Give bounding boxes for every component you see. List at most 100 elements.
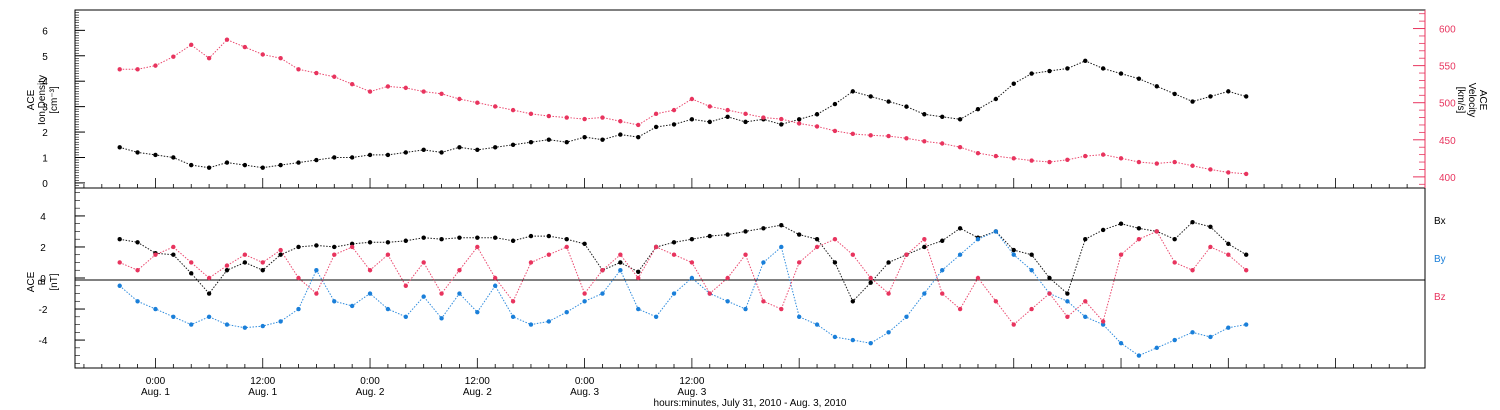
top-left-point xyxy=(1136,76,1142,81)
bottom-bz-point xyxy=(314,291,319,296)
top-right-point xyxy=(1243,171,1249,177)
bottom-bx-point xyxy=(349,241,355,247)
bottom-bx-point xyxy=(421,235,426,240)
top-right-point xyxy=(528,111,534,117)
top-left-point xyxy=(689,117,695,122)
bottom-by-point xyxy=(171,314,176,319)
bottom-by-point xyxy=(1172,337,1177,343)
bottom-bx-point xyxy=(546,233,552,239)
bottom-left-ylabel-line3: [nT] xyxy=(49,273,60,290)
bottom-left-tick-label: 0 xyxy=(40,274,46,285)
bottom-left-tick-label: -2 xyxy=(39,305,48,316)
top-left-point xyxy=(1243,94,1249,99)
bottom-bz-point xyxy=(832,237,838,242)
bottom-bz-point xyxy=(403,283,408,288)
top-right-point xyxy=(1190,163,1195,168)
bottom-bx-point xyxy=(403,238,408,243)
bottom-bx-point xyxy=(242,260,248,265)
top-left-tick-label: 0 xyxy=(42,179,48,190)
bottom-series-trace xyxy=(119,221,1247,303)
x-axis-title: hours:minutes, July 31, 2010 - Aug. 3, 2… xyxy=(654,398,847,409)
top-right-point xyxy=(993,153,999,159)
top-left-point xyxy=(206,165,212,170)
x-tick-time-label: 12:00 xyxy=(250,376,275,387)
x-tick-date-label: Aug. 1 xyxy=(141,387,170,398)
legend-bx-label: Bx xyxy=(1434,216,1446,227)
top-left-ylabel-line1: ACE xyxy=(26,89,37,110)
bottom-bx-point xyxy=(1100,227,1106,233)
top-right-tick-label: 500 xyxy=(1439,99,1456,110)
legend-bz: Bz xyxy=(1434,292,1446,303)
bottom-by-point xyxy=(206,314,212,319)
top-left-point xyxy=(993,96,999,102)
top-left-tick-label: 1 xyxy=(42,153,48,164)
marks-layer xyxy=(117,37,1249,358)
bottom-bz-point xyxy=(743,252,748,257)
top-right-point xyxy=(510,107,516,113)
x-tick-time-label: 0:00 xyxy=(575,376,595,387)
top-right-point xyxy=(1065,157,1070,163)
bottom-left-tick-label: 2 xyxy=(40,243,46,254)
top-left-point xyxy=(707,119,712,125)
top-right-point xyxy=(582,116,587,122)
bottom-bx-point xyxy=(510,238,516,243)
x-tick-date-label: Aug. 1 xyxy=(248,387,277,398)
top-left-point xyxy=(189,162,194,168)
top-right-tick-label: 400 xyxy=(1439,173,1456,184)
bottom-by-point xyxy=(492,283,498,288)
bottom-bz-point xyxy=(779,306,784,312)
bottom-bz-point xyxy=(1154,229,1159,234)
top-right-point xyxy=(618,119,623,124)
bottom-by-point xyxy=(510,314,516,319)
bottom-bx-point xyxy=(367,240,373,245)
top-left-point xyxy=(1047,68,1052,74)
top-left-tick-label: 6 xyxy=(42,26,48,37)
bottom-bx-point xyxy=(528,233,534,239)
x-tick-date-label: Aug. 3 xyxy=(677,387,706,398)
top-left-tick-label: 4 xyxy=(42,77,48,88)
legend-by-label: By xyxy=(1434,254,1446,265)
top-left-tick-label: 2 xyxy=(42,128,48,139)
top-right-point xyxy=(1083,153,1088,159)
top-left-tick-label: 3 xyxy=(42,103,48,114)
x-tick-date-label: Aug. 3 xyxy=(570,387,599,398)
top-right-ylabel-line1: ACE xyxy=(1477,90,1488,111)
bottom-by-point xyxy=(582,299,587,304)
bottom-bx-point xyxy=(492,235,498,240)
bottom-by-point xyxy=(725,299,730,304)
top-right-point xyxy=(1011,156,1016,161)
bottom-bz-point xyxy=(421,260,426,265)
bottom-bz-point xyxy=(171,244,176,250)
bottom-bx-point xyxy=(475,235,480,240)
top-right-point xyxy=(492,104,498,109)
x-tick-time-label: 12:00 xyxy=(465,376,490,387)
bottom-by-point xyxy=(653,314,659,319)
bottom-by-point xyxy=(761,260,766,265)
top-left-point xyxy=(1226,89,1231,94)
top-left-point xyxy=(671,122,677,127)
bottom-bx-point xyxy=(1172,237,1177,242)
bottom-left-ylabel-line1: ACE xyxy=(26,271,37,292)
top-right-point xyxy=(1208,167,1213,172)
top-right-tick-label: 600 xyxy=(1439,25,1456,36)
top-right-point xyxy=(761,115,766,120)
bottom-left-tick-label: 4 xyxy=(40,212,46,223)
top-left-ylabel-line3: [cm⁻³] xyxy=(49,86,60,114)
legend-bz-label: Bz xyxy=(1434,292,1446,303)
top-right-point xyxy=(1172,159,1177,165)
top-right-point xyxy=(564,115,569,120)
top-left-point xyxy=(1208,94,1213,99)
x-tick-date-label: Aug. 2 xyxy=(356,387,385,398)
bottom-bx-point xyxy=(314,243,319,248)
top-left-point xyxy=(278,162,283,168)
bottom-bx-point xyxy=(1243,252,1249,257)
bottom-by-point xyxy=(1136,353,1142,358)
bottom-series-trace xyxy=(119,230,1247,357)
bottom-left-ylabel: ACE B [nT] xyxy=(26,271,60,292)
top-right-ylabel-line2: Velocity xyxy=(1466,83,1477,117)
top-left-point xyxy=(224,160,230,165)
top-right-point xyxy=(743,111,748,117)
bottom-bz-point xyxy=(671,252,677,257)
legend-by: By xyxy=(1434,254,1446,265)
